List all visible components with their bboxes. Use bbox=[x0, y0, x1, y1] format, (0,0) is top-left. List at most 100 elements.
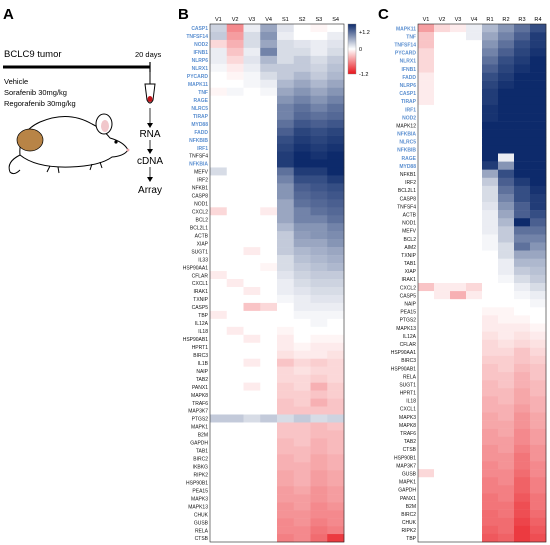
heatmap-cell bbox=[466, 452, 483, 462]
heatmap-cell bbox=[466, 412, 483, 421]
heatmap-cell bbox=[310, 55, 328, 65]
heatmap-cell bbox=[210, 446, 227, 455]
heatmap-cell bbox=[498, 56, 515, 65]
heatmap-cell bbox=[530, 420, 547, 429]
heatmap-cell bbox=[514, 372, 531, 381]
heatmap-cell bbox=[293, 502, 311, 511]
heatmap-cell bbox=[418, 339, 435, 348]
row-label-hsp90ab1: HSP90AB1 bbox=[391, 366, 417, 372]
heatmap-cell bbox=[514, 525, 531, 535]
row-label-birc3: BIRC3 bbox=[193, 353, 208, 359]
heatmap-cell bbox=[482, 517, 499, 527]
heatmap-cell bbox=[514, 185, 531, 195]
heatmap-cell bbox=[226, 454, 244, 463]
heatmap-cell bbox=[310, 71, 328, 81]
heatmap-cell bbox=[310, 374, 328, 383]
heatmap-cell bbox=[482, 283, 499, 292]
row-label-rage: RAGE bbox=[194, 98, 209, 104]
heatmap-cell bbox=[293, 414, 311, 423]
heatmap-cell bbox=[277, 95, 294, 104]
heatmap-cell bbox=[514, 331, 531, 340]
heatmap-cell bbox=[226, 478, 244, 487]
heatmap-cell bbox=[498, 331, 515, 340]
heatmap-cell bbox=[466, 193, 483, 203]
row-label-mapk3: MAPK3 bbox=[399, 415, 416, 421]
heatmap-cell bbox=[450, 461, 467, 470]
row-label-cxcl1: CXCL1 bbox=[400, 407, 416, 413]
heatmap-cell bbox=[482, 104, 499, 114]
heatmap-cell bbox=[243, 55, 261, 65]
heatmap-cell bbox=[327, 191, 345, 200]
heatmap-cell bbox=[434, 452, 451, 462]
heatmap-cell bbox=[293, 175, 311, 184]
heatmap-cell bbox=[277, 143, 294, 152]
colorbar-zero-label: 0 bbox=[359, 47, 362, 53]
heatmap-cell bbox=[434, 96, 451, 106]
heatmap-cell bbox=[530, 452, 547, 462]
row-label-birc3: BIRC3 bbox=[401, 358, 416, 364]
heatmap-cell bbox=[277, 342, 294, 351]
heatmap-cell bbox=[450, 218, 467, 227]
heatmap-cell bbox=[514, 323, 531, 332]
heatmap-cell bbox=[310, 422, 328, 431]
heatmap-cell bbox=[418, 509, 435, 518]
row-label-nfkb1: NFKB1 bbox=[400, 172, 416, 178]
heatmap-cell bbox=[310, 47, 328, 57]
row-label-xiap: XIAP bbox=[197, 241, 209, 247]
heatmap-cell bbox=[210, 390, 227, 399]
heatmap-cell bbox=[243, 231, 261, 240]
heatmap-cell bbox=[450, 428, 467, 438]
row-label-mapk13: MAPK13 bbox=[188, 504, 208, 510]
heatmap-cell bbox=[243, 127, 261, 136]
heatmap-cell bbox=[498, 48, 515, 57]
heatmap-cell bbox=[327, 430, 345, 439]
heatmap-cell bbox=[450, 444, 467, 454]
heatmap-cell bbox=[498, 64, 515, 73]
heatmap-cell bbox=[530, 347, 547, 357]
heatmap-cell bbox=[466, 234, 483, 243]
heatmap-cell bbox=[482, 485, 499, 494]
heatmap-cell bbox=[210, 374, 227, 383]
heatmap-cell bbox=[450, 153, 467, 162]
heatmap-cell bbox=[243, 143, 261, 152]
heatmap-cell bbox=[482, 501, 499, 510]
heatmap-cell bbox=[310, 414, 328, 423]
heatmap-cell bbox=[514, 226, 531, 235]
heatmap-cell bbox=[327, 87, 345, 96]
column-header-s4: S4 bbox=[332, 17, 339, 23]
heatmap-cell bbox=[418, 137, 435, 146]
heatmap-cell bbox=[498, 250, 515, 259]
heatmap-cell bbox=[434, 72, 451, 81]
heatmap-cell bbox=[293, 47, 311, 57]
heatmap-cell bbox=[327, 63, 345, 73]
heatmap-cell bbox=[310, 430, 328, 439]
heatmap-cell bbox=[260, 24, 278, 33]
heatmap-cell bbox=[327, 247, 345, 256]
heatmap-cell bbox=[210, 135, 227, 144]
heatmap-cell bbox=[434, 193, 451, 203]
heatmap-cell bbox=[210, 39, 227, 49]
heatmap-cell bbox=[243, 255, 261, 264]
row-label-pycard: PYCARD bbox=[395, 51, 417, 57]
arrow-to-rna-head bbox=[147, 123, 153, 128]
heatmap-cell bbox=[310, 318, 328, 328]
row-label-chuk: CHUK bbox=[194, 512, 209, 518]
heatmap-cell bbox=[466, 121, 483, 130]
heatmap-cell bbox=[260, 199, 278, 208]
panel-b: B V1 V2 V3 V4 S1 S2 S3 S4 CASP1 TNFSF14 NOD2 IFNB1 N… bbox=[178, 6, 345, 543]
row-label-tnfsf4: TNFSF4 bbox=[189, 154, 208, 160]
column-header-s2: S2 bbox=[299, 17, 306, 23]
heatmap-cell bbox=[498, 88, 515, 98]
heatmap-cell bbox=[466, 96, 483, 106]
heatmap-cell bbox=[498, 113, 515, 122]
heatmap-cell bbox=[482, 428, 499, 438]
heatmap-cell bbox=[243, 39, 261, 49]
heatmap-cell bbox=[260, 470, 278, 479]
heatmap-cell bbox=[260, 247, 278, 256]
heatmap-cell bbox=[530, 307, 547, 316]
heatmap-cell bbox=[243, 207, 261, 216]
heatmap-cell bbox=[243, 31, 261, 41]
heatmap-cell bbox=[434, 404, 451, 413]
heatmap-cell bbox=[482, 452, 499, 462]
heatmap-cell bbox=[434, 121, 451, 130]
